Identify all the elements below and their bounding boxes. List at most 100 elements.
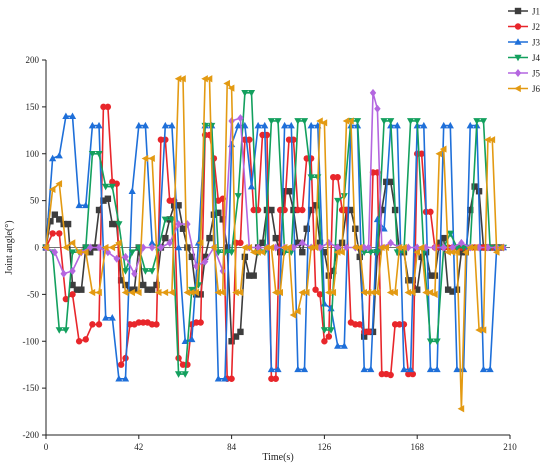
data-point-j6	[249, 248, 257, 256]
data-point-j6	[214, 288, 222, 297]
data-point-j3	[161, 121, 169, 129]
data-point-j1	[422, 248, 430, 256]
data-point-j2	[62, 295, 70, 303]
data-point-j3	[62, 112, 70, 120]
data-point-j2	[316, 291, 324, 298]
data-point-j6	[342, 117, 350, 125]
data-point-j2	[405, 370, 412, 378]
data-point-j6	[329, 288, 337, 297]
data-point-j4	[367, 249, 375, 256]
data-point-j1	[51, 211, 59, 218]
data-point-j4	[373, 249, 382, 256]
data-point-j1	[144, 286, 151, 293]
data-point-j1	[232, 333, 240, 340]
data-point-j4	[188, 286, 196, 294]
data-point-j5	[148, 243, 156, 252]
data-point-j1	[148, 286, 156, 293]
x-tick-label: 84	[227, 442, 237, 452]
data-point-j4	[68, 249, 77, 256]
data-point-j2	[140, 319, 147, 326]
data-point-j6	[475, 326, 482, 334]
data-point-j2	[396, 321, 403, 328]
legend-marker	[514, 54, 522, 62]
data-point-j6	[254, 248, 261, 256]
y-tick-label: -150	[23, 383, 40, 393]
data-point-j5	[316, 243, 324, 252]
x-tick-label: 210	[503, 442, 517, 452]
data-point-j2	[246, 136, 253, 143]
data-point-j5	[405, 243, 412, 252]
data-point-j3	[135, 121, 143, 129]
data-point-j6	[276, 288, 284, 297]
data-point-j5	[387, 238, 394, 247]
data-point-j5	[51, 248, 59, 257]
data-point-j5	[86, 243, 94, 252]
data-point-j4	[214, 249, 222, 256]
data-point-j6	[227, 84, 235, 92]
data-point-j5	[369, 88, 377, 97]
data-point-j1	[228, 338, 235, 345]
data-point-j6	[75, 248, 82, 256]
legend-item-j4: J4	[508, 53, 541, 63]
data-point-j5	[166, 238, 173, 247]
data-point-j6	[210, 243, 217, 252]
data-point-j6	[258, 248, 266, 256]
data-point-j3	[380, 224, 388, 232]
legend-marker	[514, 69, 522, 77]
data-point-j6	[351, 243, 359, 252]
data-point-j2	[82, 336, 89, 343]
data-point-j1	[444, 286, 452, 293]
data-point-j1	[312, 202, 319, 209]
data-point-j4	[108, 183, 116, 191]
data-point-j2	[104, 103, 112, 111]
data-point-j1	[303, 225, 310, 232]
data-point-j1	[153, 281, 160, 289]
data-point-j2	[49, 230, 56, 237]
legend-item-j3: J3	[508, 38, 541, 48]
data-point-j1	[436, 239, 443, 247]
data-point-j2	[330, 173, 337, 181]
data-point-j5	[122, 252, 129, 261]
data-point-j1	[113, 220, 120, 228]
legend-item-j5: J5	[508, 69, 541, 79]
data-point-j6	[417, 243, 425, 252]
data-point-j5	[95, 243, 103, 252]
data-point-j6	[183, 288, 191, 297]
data-point-j3	[426, 365, 435, 373]
data-point-j4	[446, 230, 454, 238]
data-point-j5	[422, 243, 430, 252]
data-point-j1	[281, 188, 288, 195]
data-point-j1	[330, 267, 337, 275]
data-point-j1	[237, 328, 244, 336]
data-point-j1	[122, 281, 129, 289]
data-point-j2	[378, 370, 386, 378]
data-point-j3	[168, 121, 176, 129]
data-point-j6	[431, 290, 438, 298]
data-point-j1	[117, 277, 125, 284]
series-line-j1	[45, 181, 502, 343]
data-point-j1	[471, 183, 478, 190]
data-point-j6	[241, 243, 248, 252]
data-point-j5	[237, 114, 244, 123]
data-point-j6	[497, 243, 504, 252]
y-tick-label: -100	[23, 336, 40, 346]
data-point-j5	[175, 220, 182, 229]
data-point-j4	[234, 193, 242, 200]
data-point-j6	[386, 288, 394, 297]
data-point-j6	[101, 243, 109, 252]
data-point-j1	[383, 178, 390, 186]
data-point-j2	[56, 230, 63, 237]
data-point-j1	[126, 286, 134, 293]
data-point-j2	[166, 197, 173, 204]
data-point-j4	[115, 221, 123, 228]
data-point-j6	[289, 311, 297, 319]
data-point-j5	[365, 243, 372, 252]
data-point-j3	[49, 154, 57, 162]
data-point-j6	[435, 150, 443, 158]
data-point-j4	[406, 118, 415, 125]
data-point-j3	[420, 121, 428, 129]
data-point-j3	[68, 112, 77, 120]
data-point-j6	[218, 288, 226, 297]
data-point-j6	[271, 288, 279, 297]
data-point-j2	[126, 321, 134, 328]
